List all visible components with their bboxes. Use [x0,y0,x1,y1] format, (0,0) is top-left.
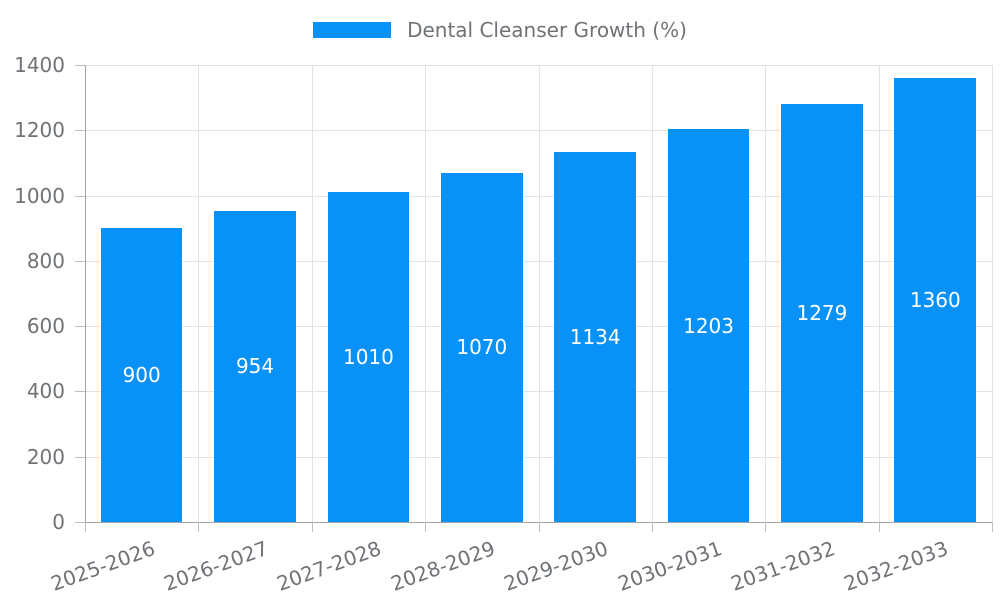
x-tick-label: 2025-2026 [47,536,158,596]
y-tick-label: 200 [26,444,65,469]
bar[interactable] [214,210,296,522]
v-gridline [538,65,540,522]
v-gridline [311,65,313,522]
legend[interactable]: Dental Cleanser Growth (%) [0,18,1000,42]
bar[interactable] [894,78,977,522]
x-axis-tick [878,522,880,532]
bar[interactable] [440,172,523,522]
y-axis-tick [75,195,85,197]
legend-swatch-icon [313,22,392,38]
v-gridline [651,65,653,522]
v-gridline [992,65,993,522]
y-axis-tick [75,456,85,458]
bar[interactable] [554,151,636,522]
y-axis-tick [75,130,85,132]
y-axis-tick [75,65,85,66]
v-gridline [878,65,880,522]
x-tick-label: 2026-2027 [160,536,272,596]
bar[interactable] [781,104,863,522]
x-tick-label: 2029-2030 [500,536,612,596]
y-tick-label: 0 [52,510,65,534]
x-axis-tick [425,522,427,532]
x-axis-tick [311,522,313,532]
x-axis-tick [198,522,200,532]
y-tick-label: 600 [26,314,65,339]
bar[interactable] [100,228,183,522]
y-tick-label: 1200 [14,118,65,143]
y-tick-label: 1000 [14,183,65,208]
y-axis-tick [75,326,85,328]
y-tick-label: 1400 [14,53,65,77]
x-tick-label: 2027-2028 [273,536,385,596]
bar[interactable] [667,129,750,522]
v-gridline [198,65,200,522]
y-axis-tick [75,260,85,262]
y-axis-line [85,65,86,522]
y-axis-tick [75,391,85,393]
bar[interactable] [327,192,410,522]
x-tick-label: 2031-2032 [727,536,839,596]
x-axis-tick [651,522,653,532]
x-axis-tick [85,522,86,532]
x-tick-label: 2032-2033 [840,536,952,596]
y-tick-label: 800 [26,248,65,273]
x-tick-label: 2028-2029 [387,536,499,596]
v-gridline [765,65,767,522]
x-axis-tick [765,522,767,532]
y-tick-label: 400 [26,379,65,404]
v-gridline [425,65,427,522]
x-axis-tick [992,522,993,532]
legend-label: Dental Cleanser Growth (%) [407,18,687,42]
y-axis-tick [75,522,85,523]
x-axis-tick [538,522,540,532]
x-tick-label: 2030-2031 [614,536,725,596]
